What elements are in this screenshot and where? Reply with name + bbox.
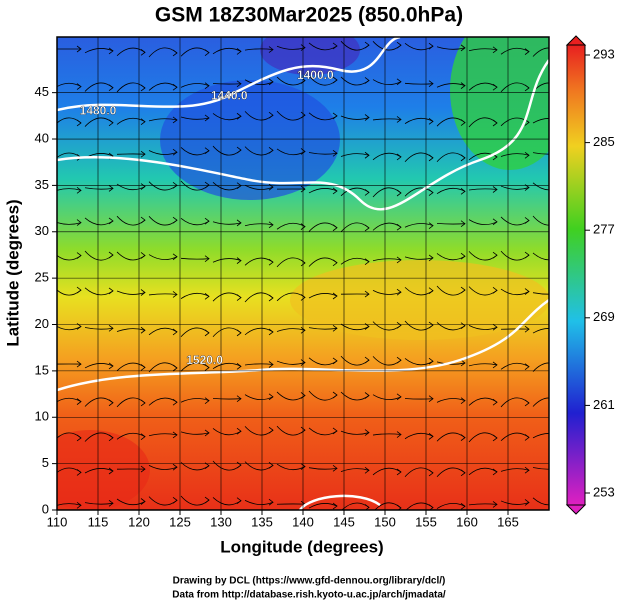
stream-arrow — [557, 50, 561, 56]
stream-arrow — [557, 465, 561, 471]
x-tick-label: 115 — [88, 514, 109, 529]
credit: Drawing by DCL (https://www.gfd-dennou.o… — [173, 576, 446, 587]
colorbar — [567, 45, 585, 505]
stream-arrow — [557, 365, 561, 371]
colorbar-label: 253 — [593, 484, 615, 499]
stream-arrow — [557, 183, 561, 189]
stream-arrow — [557, 290, 561, 296]
y-tick-label: 35 — [35, 177, 49, 192]
stream-arrow — [557, 118, 561, 124]
x-tick-label: 110 — [47, 514, 68, 529]
stream-arrow — [557, 328, 561, 334]
x-tick-label: 120 — [128, 514, 150, 529]
colorbar-arrow — [567, 505, 585, 514]
stream-arrow — [557, 400, 561, 406]
y-tick-label: 5 — [42, 455, 49, 470]
x-tick-label: 130 — [210, 514, 232, 529]
stream-arrow — [557, 498, 561, 504]
y-tick-label: 45 — [35, 84, 49, 99]
contour-label: 1400.0 — [297, 68, 334, 82]
x-tick-label: 135 — [251, 514, 273, 529]
stream-arrow — [557, 85, 561, 91]
stream-arrow — [557, 433, 561, 439]
y-tick-label: 0 — [42, 501, 49, 516]
x-tick-label: 155 — [415, 514, 437, 529]
colorbar-label: 293 — [593, 46, 615, 61]
y-tick-label: 10 — [35, 409, 49, 424]
x-axis-label: Longitude (degrees) — [220, 537, 383, 556]
stream-arrow — [557, 253, 561, 259]
y-tick-label: 30 — [35, 223, 49, 238]
x-tick-label: 145 — [333, 514, 355, 529]
x-tick-label: 125 — [169, 514, 191, 529]
y-tick-label: 20 — [35, 316, 49, 331]
contour-label: 1440.0 — [211, 89, 248, 103]
x-tick-label: 140 — [292, 514, 314, 529]
y-axis-label: Latitude (degrees) — [3, 199, 22, 346]
stream-arrow — [557, 150, 561, 156]
contour-label: 1520.0 — [186, 353, 223, 367]
x-tick-label: 165 — [497, 514, 519, 529]
colorbar-arrow — [567, 36, 585, 45]
temperature-field — [30, 10, 570, 512]
x-tick-label: 160 — [456, 514, 478, 529]
x-tick-label: 150 — [374, 514, 396, 529]
colorbar-label: 269 — [593, 309, 615, 324]
y-tick-label: 25 — [35, 270, 49, 285]
credit: Data from http://database.rish.kyoto-u.a… — [172, 590, 446, 601]
y-tick-label: 15 — [35, 362, 49, 377]
colorbar-label: 277 — [593, 222, 615, 237]
stream-arrow — [557, 217, 561, 223]
colorbar-label: 285 — [593, 134, 615, 149]
y-tick-label: 40 — [35, 130, 49, 145]
colorbar-label: 261 — [593, 397, 615, 412]
contour-label: 1480.0 — [80, 103, 117, 117]
title: GSM 18Z30Mar2025 (850.0hPa) — [155, 4, 463, 27]
